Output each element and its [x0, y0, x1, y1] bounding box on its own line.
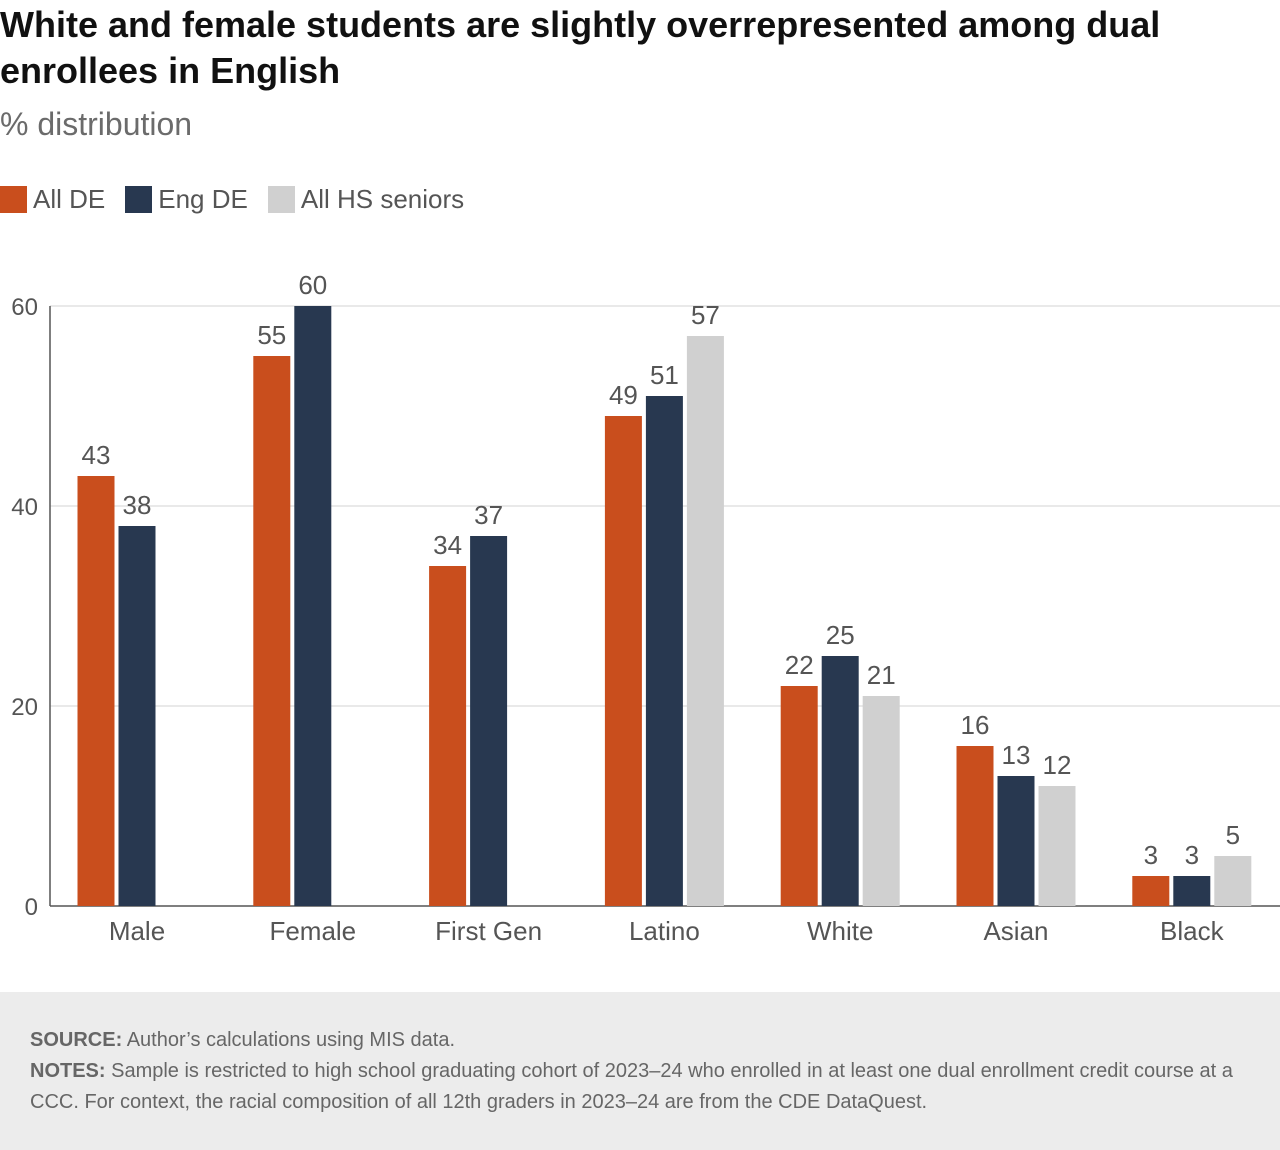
bar-all-de-male [77, 476, 115, 906]
source-text: Author’s calculations using MIS data. [122, 1029, 456, 1051]
bar-all-hs-seniors-white [862, 696, 900, 906]
bar-eng-de-latino [645, 396, 683, 906]
data-label-all-hs-seniors-white: 21 [867, 660, 896, 690]
bar-all-hs-seniors-asian [1038, 786, 1076, 906]
data-label-all-de-asian: 16 [961, 710, 990, 740]
footer-notes: SOURCE: Author’s calculations using MIS … [0, 992, 1280, 1150]
bar-all-de-first-gen [429, 566, 467, 906]
y-tick-label-20: 20 [11, 694, 38, 721]
data-label-all-hs-seniors-asian: 12 [1043, 750, 1072, 780]
legend-swatch-all-de [0, 185, 27, 213]
bar-eng-de-asian [997, 776, 1035, 906]
bar-eng-de-male [118, 526, 156, 906]
bar-all-de-latino [604, 416, 642, 906]
bar-all-de-female [253, 356, 291, 906]
legend-swatch-eng-de [125, 185, 153, 213]
bar-all-de-white [780, 686, 818, 906]
data-label-all-de-black: 3 [1144, 840, 1158, 870]
chart-subtitle: % distribution [0, 106, 193, 142]
bar-all-de-asian [956, 746, 994, 906]
y-tick-label-40: 40 [11, 494, 38, 521]
data-label-all-de-white: 22 [785, 650, 814, 680]
source-label: SOURCE: [30, 1029, 123, 1051]
bar-all-de-black [1132, 876, 1170, 906]
data-label-all-de-male: 43 [82, 440, 111, 470]
data-label-eng-de-white: 25 [826, 620, 855, 650]
notes-line: NOTES: Sample is restricted to high scho… [30, 1056, 1250, 1118]
legend-item-eng-de: Eng DE [125, 184, 248, 214]
bar-eng-de-first-gen [470, 536, 508, 906]
x-tick-label-female: Female [269, 916, 356, 946]
bar-all-hs-seniors-latino [686, 336, 724, 906]
x-tick-label-black: Black [1160, 916, 1225, 946]
data-label-all-de-female: 55 [257, 320, 286, 350]
legend-item-all-de: All DE [0, 184, 105, 214]
legend-label-eng-de: Eng DE [158, 184, 248, 214]
bar-eng-de-white [821, 656, 859, 906]
data-label-all-de-first-gen: 34 [433, 530, 462, 560]
data-label-eng-de-female: 60 [298, 270, 327, 300]
data-label-eng-de-latino: 51 [650, 360, 679, 390]
bar-eng-de-female [294, 306, 332, 906]
legend-label-all-de: All DE [33, 184, 106, 214]
data-label-eng-de-male: 38 [123, 490, 152, 520]
data-label-eng-de-first-gen: 37 [474, 500, 503, 530]
x-tick-label-first-gen: First Gen [435, 916, 542, 946]
x-tick-label-white: White [807, 916, 873, 946]
source-line: SOURCE: Author’s calculations using MIS … [30, 1025, 1250, 1056]
bar-eng-de-black [1173, 876, 1211, 906]
bar-all-hs-seniors-black [1214, 856, 1252, 906]
data-label-eng-de-black: 3 [1185, 840, 1199, 870]
data-label-all-hs-seniors-black: 5 [1226, 820, 1240, 850]
y-tick-label-0: 0 [25, 894, 38, 921]
y-tick-label-60: 60 [11, 294, 38, 321]
data-label-eng-de-asian: 13 [1002, 740, 1031, 770]
bar-chart: 0 20 40 60 43 38 Male 55 60 Female 34 37 First Gen 49… [11, 270, 1280, 946]
legend-label-all-hs-seniors: All HS seniors [300, 184, 465, 214]
notes-text: Sample is restricted to high school grad… [30, 1060, 1233, 1113]
x-tick-label-latino: Latino [629, 916, 700, 946]
data-label-all-hs-seniors-latino: 57 [691, 300, 720, 330]
legend-swatch-all-hs-seniors [267, 185, 295, 213]
data-label-all-de-latino: 49 [609, 380, 638, 410]
x-tick-label-asian: Asian [983, 916, 1048, 946]
notes-label: NOTES: [30, 1060, 106, 1082]
legend-item-all-hs-seniors: All HS seniors [267, 184, 465, 214]
legend: All DE Eng DE All HS seniors [0, 184, 464, 214]
chart-title: White and female students are slightly o… [0, 4, 1161, 91]
x-tick-label-male: Male [109, 916, 165, 946]
